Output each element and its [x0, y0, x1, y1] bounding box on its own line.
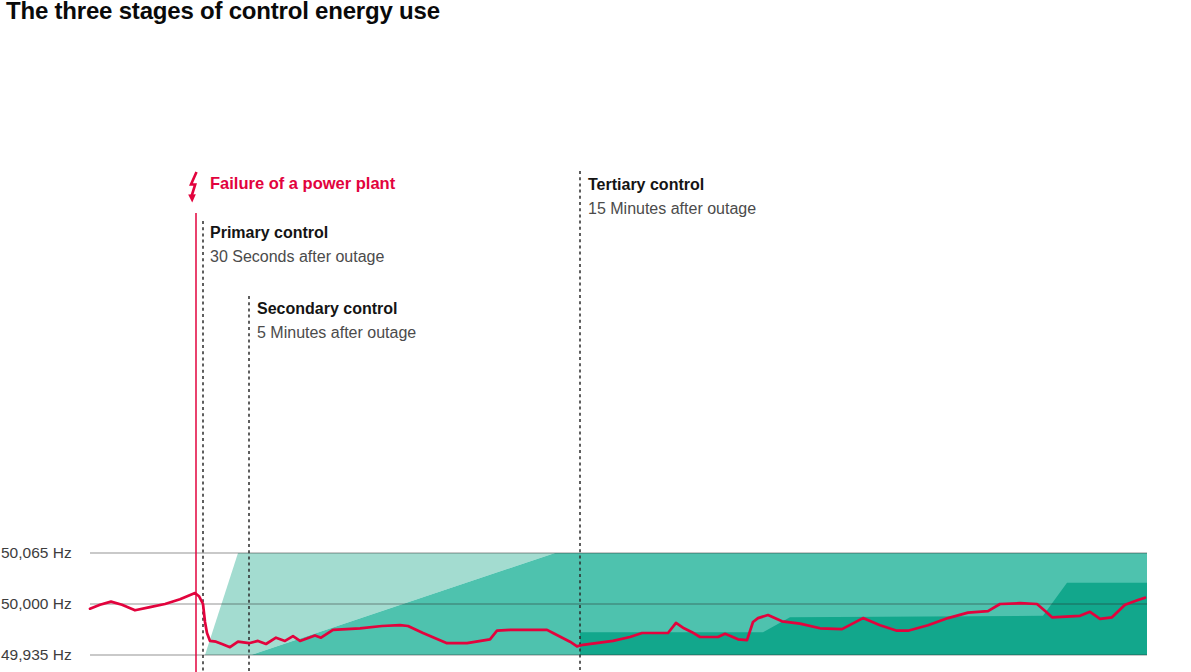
lightning-bolt-icon — [187, 171, 201, 207]
y-axis-label-49935: 49,935 Hz — [1, 646, 81, 664]
annotation-secondary-title: Secondary control — [257, 297, 416, 320]
annotation-primary-subtitle: 30 Seconds after outage — [210, 244, 384, 269]
annotation-secondary-subtitle: 5 Minutes after outage — [257, 320, 416, 345]
annotation-primary-control: Primary control 30 Seconds after outage — [210, 221, 384, 269]
frequency-control-chart: The three stages of control energy use 5… — [0, 0, 1191, 672]
annotation-tertiary-control: Tertiary control 15 Minutes after outage — [588, 173, 756, 221]
y-axis-label-50065: 50,065 Hz — [1, 544, 81, 562]
annotation-tertiary-title: Tertiary control — [588, 173, 756, 196]
annotation-failure-label: Failure of a power plant — [210, 173, 395, 193]
annotation-secondary-control: Secondary control 5 Minutes after outage — [257, 297, 416, 345]
chart-canvas — [0, 0, 1191, 672]
annotation-tertiary-subtitle: 15 Minutes after outage — [588, 196, 756, 221]
y-axis-label-50000: 50,000 Hz — [1, 595, 81, 613]
annotation-primary-title: Primary control — [210, 221, 384, 244]
